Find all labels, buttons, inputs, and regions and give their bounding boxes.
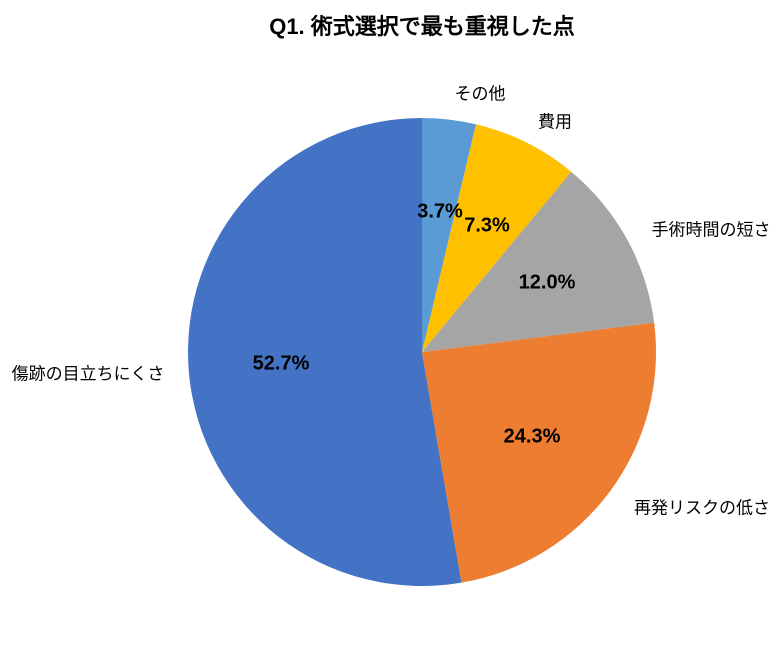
percent-label-surgery-time: 12.0% [518,271,576,294]
percent-label-recurrence-risk: 24.3% [503,425,561,448]
category-label-cost: 費用 [538,112,572,132]
category-label-scar-visibility: 傷跡の目立ちにくさ [11,364,165,384]
pie-slice-0 [187,118,462,586]
pie-slice-2 [422,171,655,352]
pie-slice-3 [422,124,572,352]
category-label-other: その他 [454,84,506,104]
category-label-surgery-time: 手術時間の短さ [651,220,771,240]
percent-label-cost: 7.3% [464,214,510,237]
percent-label-other: 3.7% [417,200,463,223]
chart-title: Q1. 術式選択で最も重視した点 [269,14,575,39]
pie-slice-1 [422,322,656,583]
category-label-recurrence-risk: 再発リスクの低さ [634,498,770,518]
percent-label-scar-visibility: 52.7% [252,352,310,375]
pie-slice-4 [422,118,476,352]
